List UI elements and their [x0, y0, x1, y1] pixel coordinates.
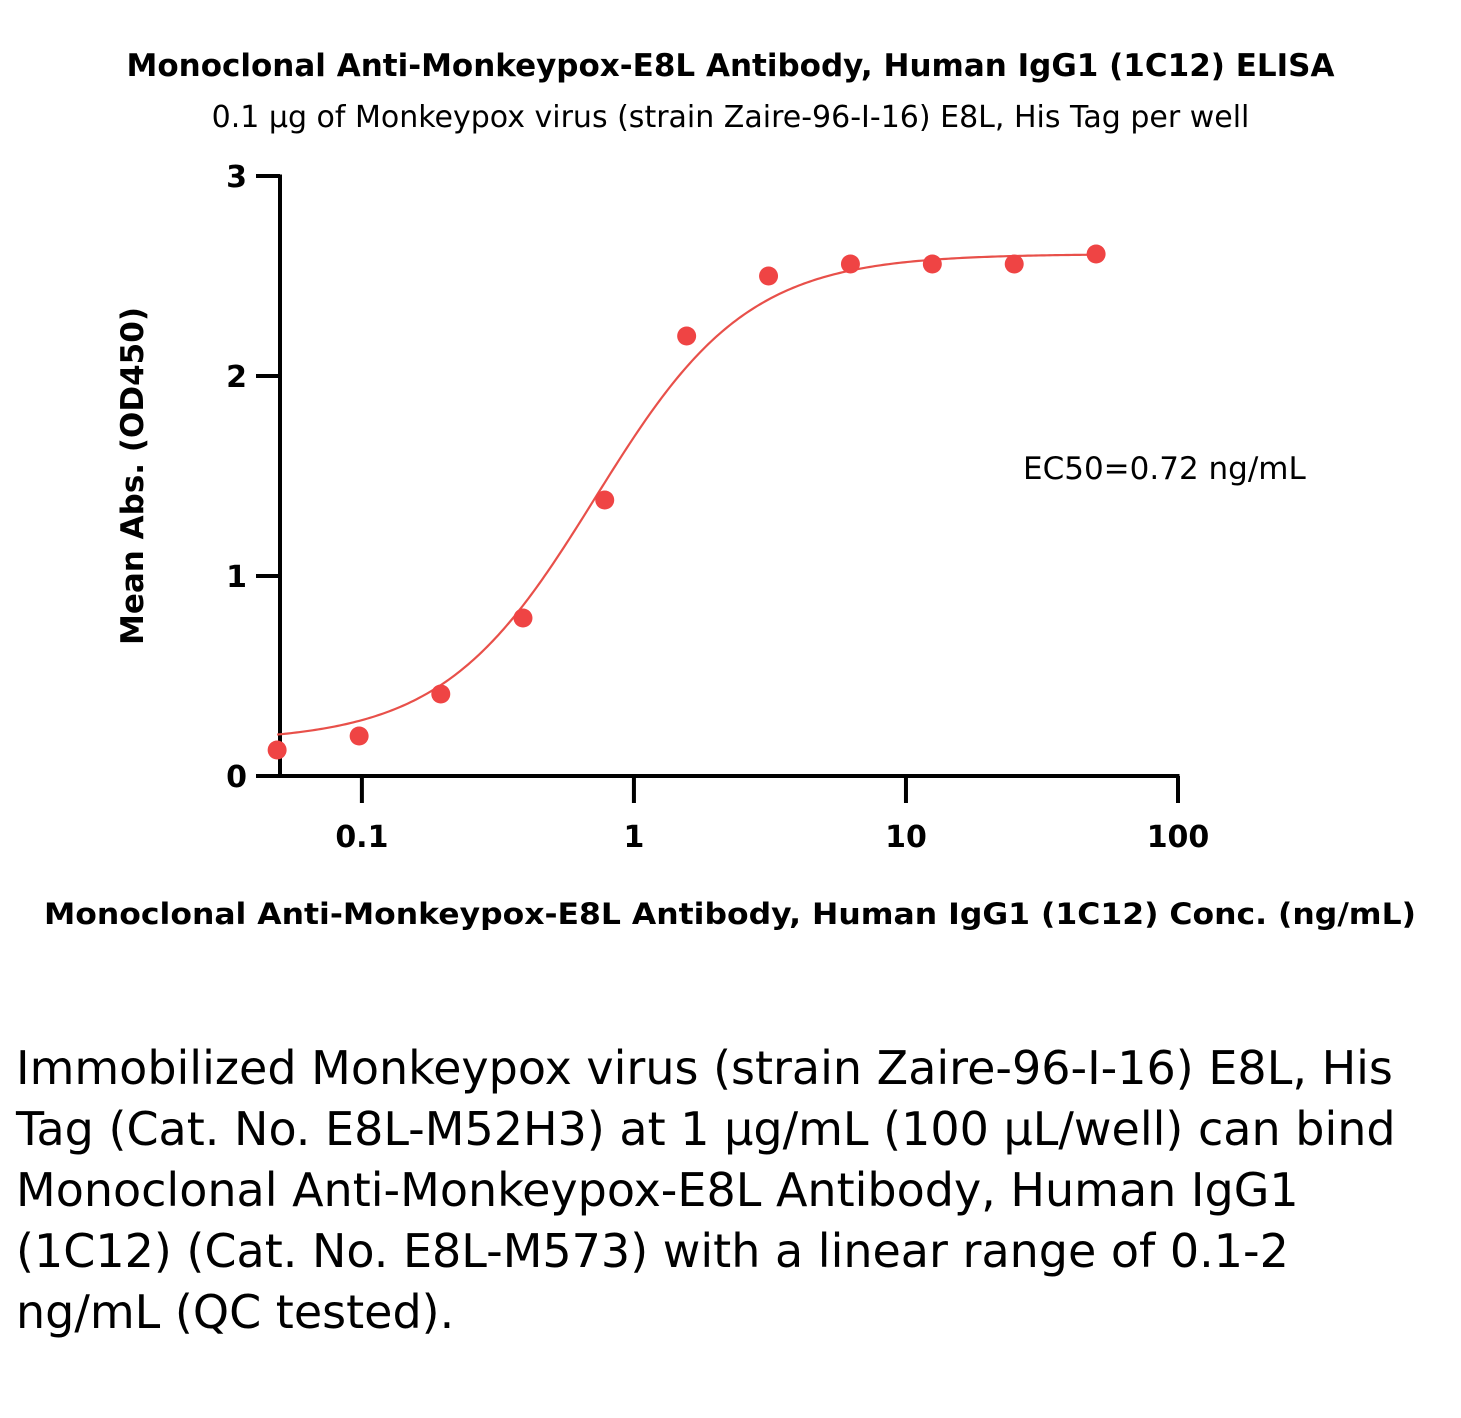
data-point	[1004, 254, 1024, 274]
y-tick-label: 3	[226, 160, 247, 195]
data-points	[267, 244, 1106, 760]
x-tick-label: 1	[623, 820, 644, 855]
chart-axes	[256, 174, 1180, 803]
data-point	[1086, 244, 1106, 264]
elisa-chart: 0 1 2 3 0.1 1 10 100 Mean Abs. (OD450) Monoclonal…	[44, 160, 1416, 931]
y-tick-label: 2	[226, 360, 247, 395]
data-point	[349, 726, 369, 746]
chart-title: Monoclonal Anti-Monkeypox-E8L Antibody, …	[126, 48, 1335, 84]
y-tick-label: 0	[226, 760, 247, 795]
y-tick-label: 1	[226, 560, 247, 595]
data-point	[595, 490, 615, 510]
ec50-annotation: EC50=0.72 ng/mL	[1023, 451, 1306, 487]
data-point	[513, 608, 533, 628]
chart-labels: 0 1 2 3 0.1 1 10 100 Mean Abs. (OD450) Monoclonal…	[44, 160, 1416, 931]
figure-caption: Immobilized Monkeypox virus (strain Zair…	[16, 1041, 1396, 1339]
x-tick-label: 0.1	[335, 820, 388, 855]
data-point	[267, 740, 287, 760]
x-tick-label: 10	[885, 820, 927, 855]
fit-curve	[277, 253, 1097, 736]
data-point	[677, 326, 697, 346]
y-axis-title: Mean Abs. (OD450)	[115, 307, 151, 645]
data-point	[759, 266, 779, 286]
data-point	[840, 254, 860, 274]
x-tick-label: 100	[1147, 820, 1210, 855]
chart-subtitle: 0.1 µg of Monkeypox virus (strain Zaire-…	[211, 100, 1250, 135]
data-point	[431, 684, 451, 704]
data-point	[922, 254, 942, 274]
x-axis-title: Monoclonal Anti-Monkeypox-E8L Antibody, …	[44, 897, 1416, 931]
